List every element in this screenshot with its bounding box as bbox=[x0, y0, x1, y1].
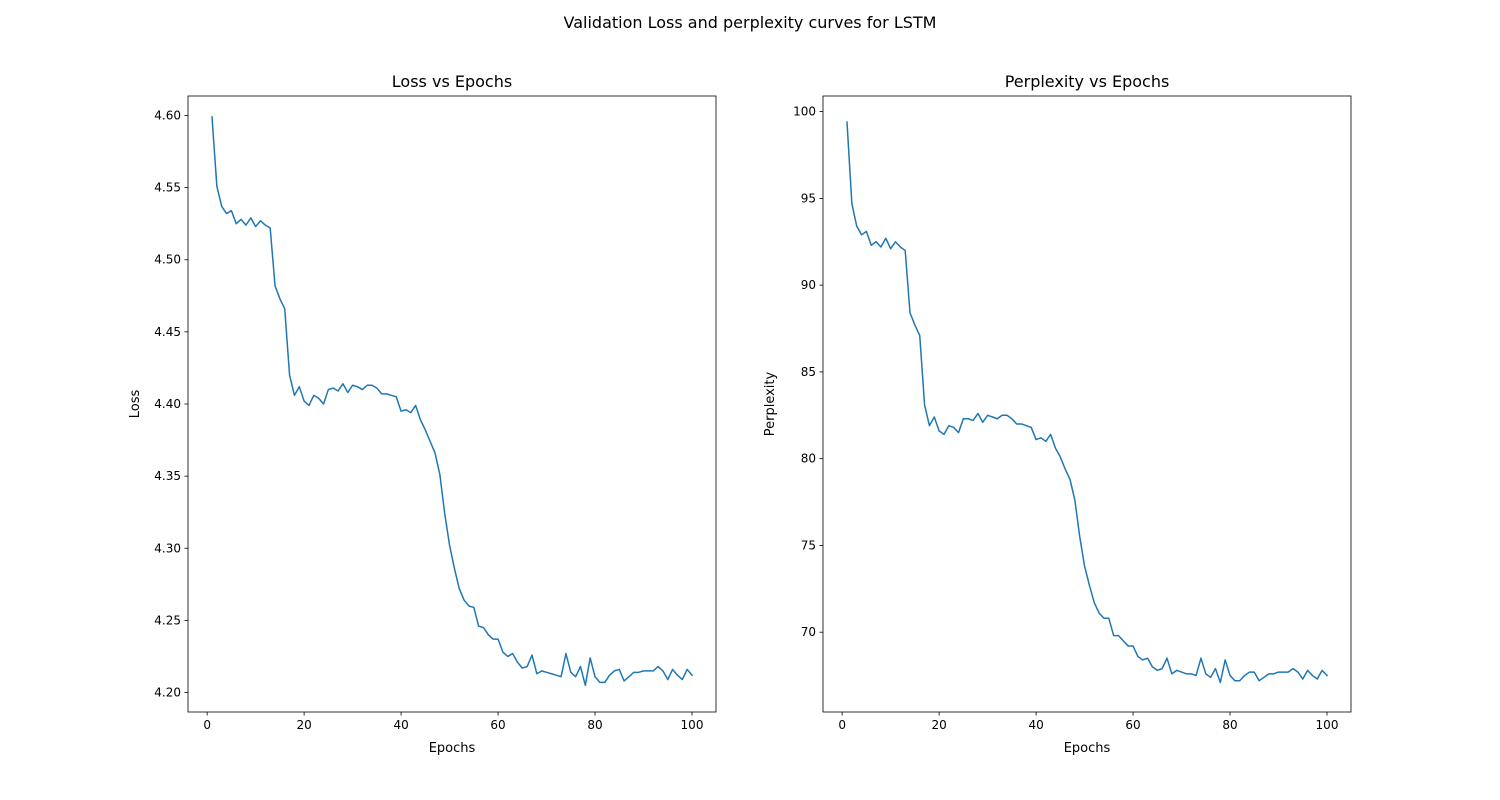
loss-x-tick-label: 60 bbox=[490, 718, 505, 732]
loss-series-line bbox=[211, 116, 694, 687]
perplexity-series-line bbox=[846, 121, 1329, 684]
perplexity-x-tick-label: 20 bbox=[931, 718, 946, 732]
perplexity-y-tick-label: 90 bbox=[801, 278, 816, 292]
loss-subplot: 0 20 40 60 80 100 4.20 4.25 4.30 4.35 4.40 4.45 4.50… bbox=[128, 72, 717, 756]
loss-chart-title: Loss vs Epochs bbox=[392, 72, 512, 91]
loss-y-tick-label: 4.25 bbox=[154, 613, 181, 627]
loss-y-tick-label: 4.60 bbox=[154, 108, 181, 122]
loss-y-tick-label: 4.35 bbox=[154, 469, 181, 483]
loss-y-tick-label: 4.20 bbox=[154, 686, 181, 700]
perplexity-x-tick-label: 60 bbox=[1125, 718, 1140, 732]
perplexity-x-tick-label: 0 bbox=[838, 718, 846, 732]
perplexity-y-tick-label: 75 bbox=[801, 538, 816, 552]
perplexity-x-tick-label: 80 bbox=[1222, 718, 1237, 732]
perplexity-x-axis-label: Epochs bbox=[1064, 741, 1111, 756]
loss-y-tick-label: 4.50 bbox=[154, 253, 181, 267]
perplexity-y-tick-label: 70 bbox=[801, 625, 816, 639]
loss-y-tick-label: 4.55 bbox=[154, 181, 181, 195]
perplexity-y-tick-label: 95 bbox=[801, 191, 816, 205]
loss-y-tick-label: 4.40 bbox=[154, 397, 181, 411]
loss-y-tick-label: 4.45 bbox=[154, 325, 181, 339]
loss-x-tick-label: 80 bbox=[587, 718, 602, 732]
perplexity-axes-frame bbox=[822, 95, 1352, 713]
perplexity-x-tick-label: 100 bbox=[1316, 718, 1339, 732]
perplexity-y-tick-label: 80 bbox=[801, 452, 816, 466]
loss-x-tick-label: 40 bbox=[393, 718, 408, 732]
perplexity-chart-title: Perplexity vs Epochs bbox=[1005, 72, 1170, 91]
loss-axes-frame bbox=[187, 95, 717, 713]
loss-y-axis-label: Loss bbox=[128, 390, 143, 419]
loss-y-tick-label: 4.30 bbox=[154, 541, 181, 555]
loss-x-tick-label: 100 bbox=[681, 718, 704, 732]
loss-x-axis-label: Epochs bbox=[429, 741, 476, 756]
perplexity-subplot: 0 20 40 60 80 100 70 75 80 85 90 95 100 Perplexity vs… bbox=[763, 72, 1352, 756]
perplexity-y-axis-label: Perplexity bbox=[763, 371, 778, 436]
perplexity-x-tick-label: 40 bbox=[1028, 718, 1043, 732]
perplexity-y-tick-label: 85 bbox=[801, 365, 816, 379]
perplexity-y-tick-label: 100 bbox=[793, 105, 816, 119]
loss-x-tick-label: 0 bbox=[203, 718, 211, 732]
figure-title: Validation Loss and perplexity curves fo… bbox=[563, 13, 937, 32]
loss-x-tick-label: 20 bbox=[296, 718, 311, 732]
